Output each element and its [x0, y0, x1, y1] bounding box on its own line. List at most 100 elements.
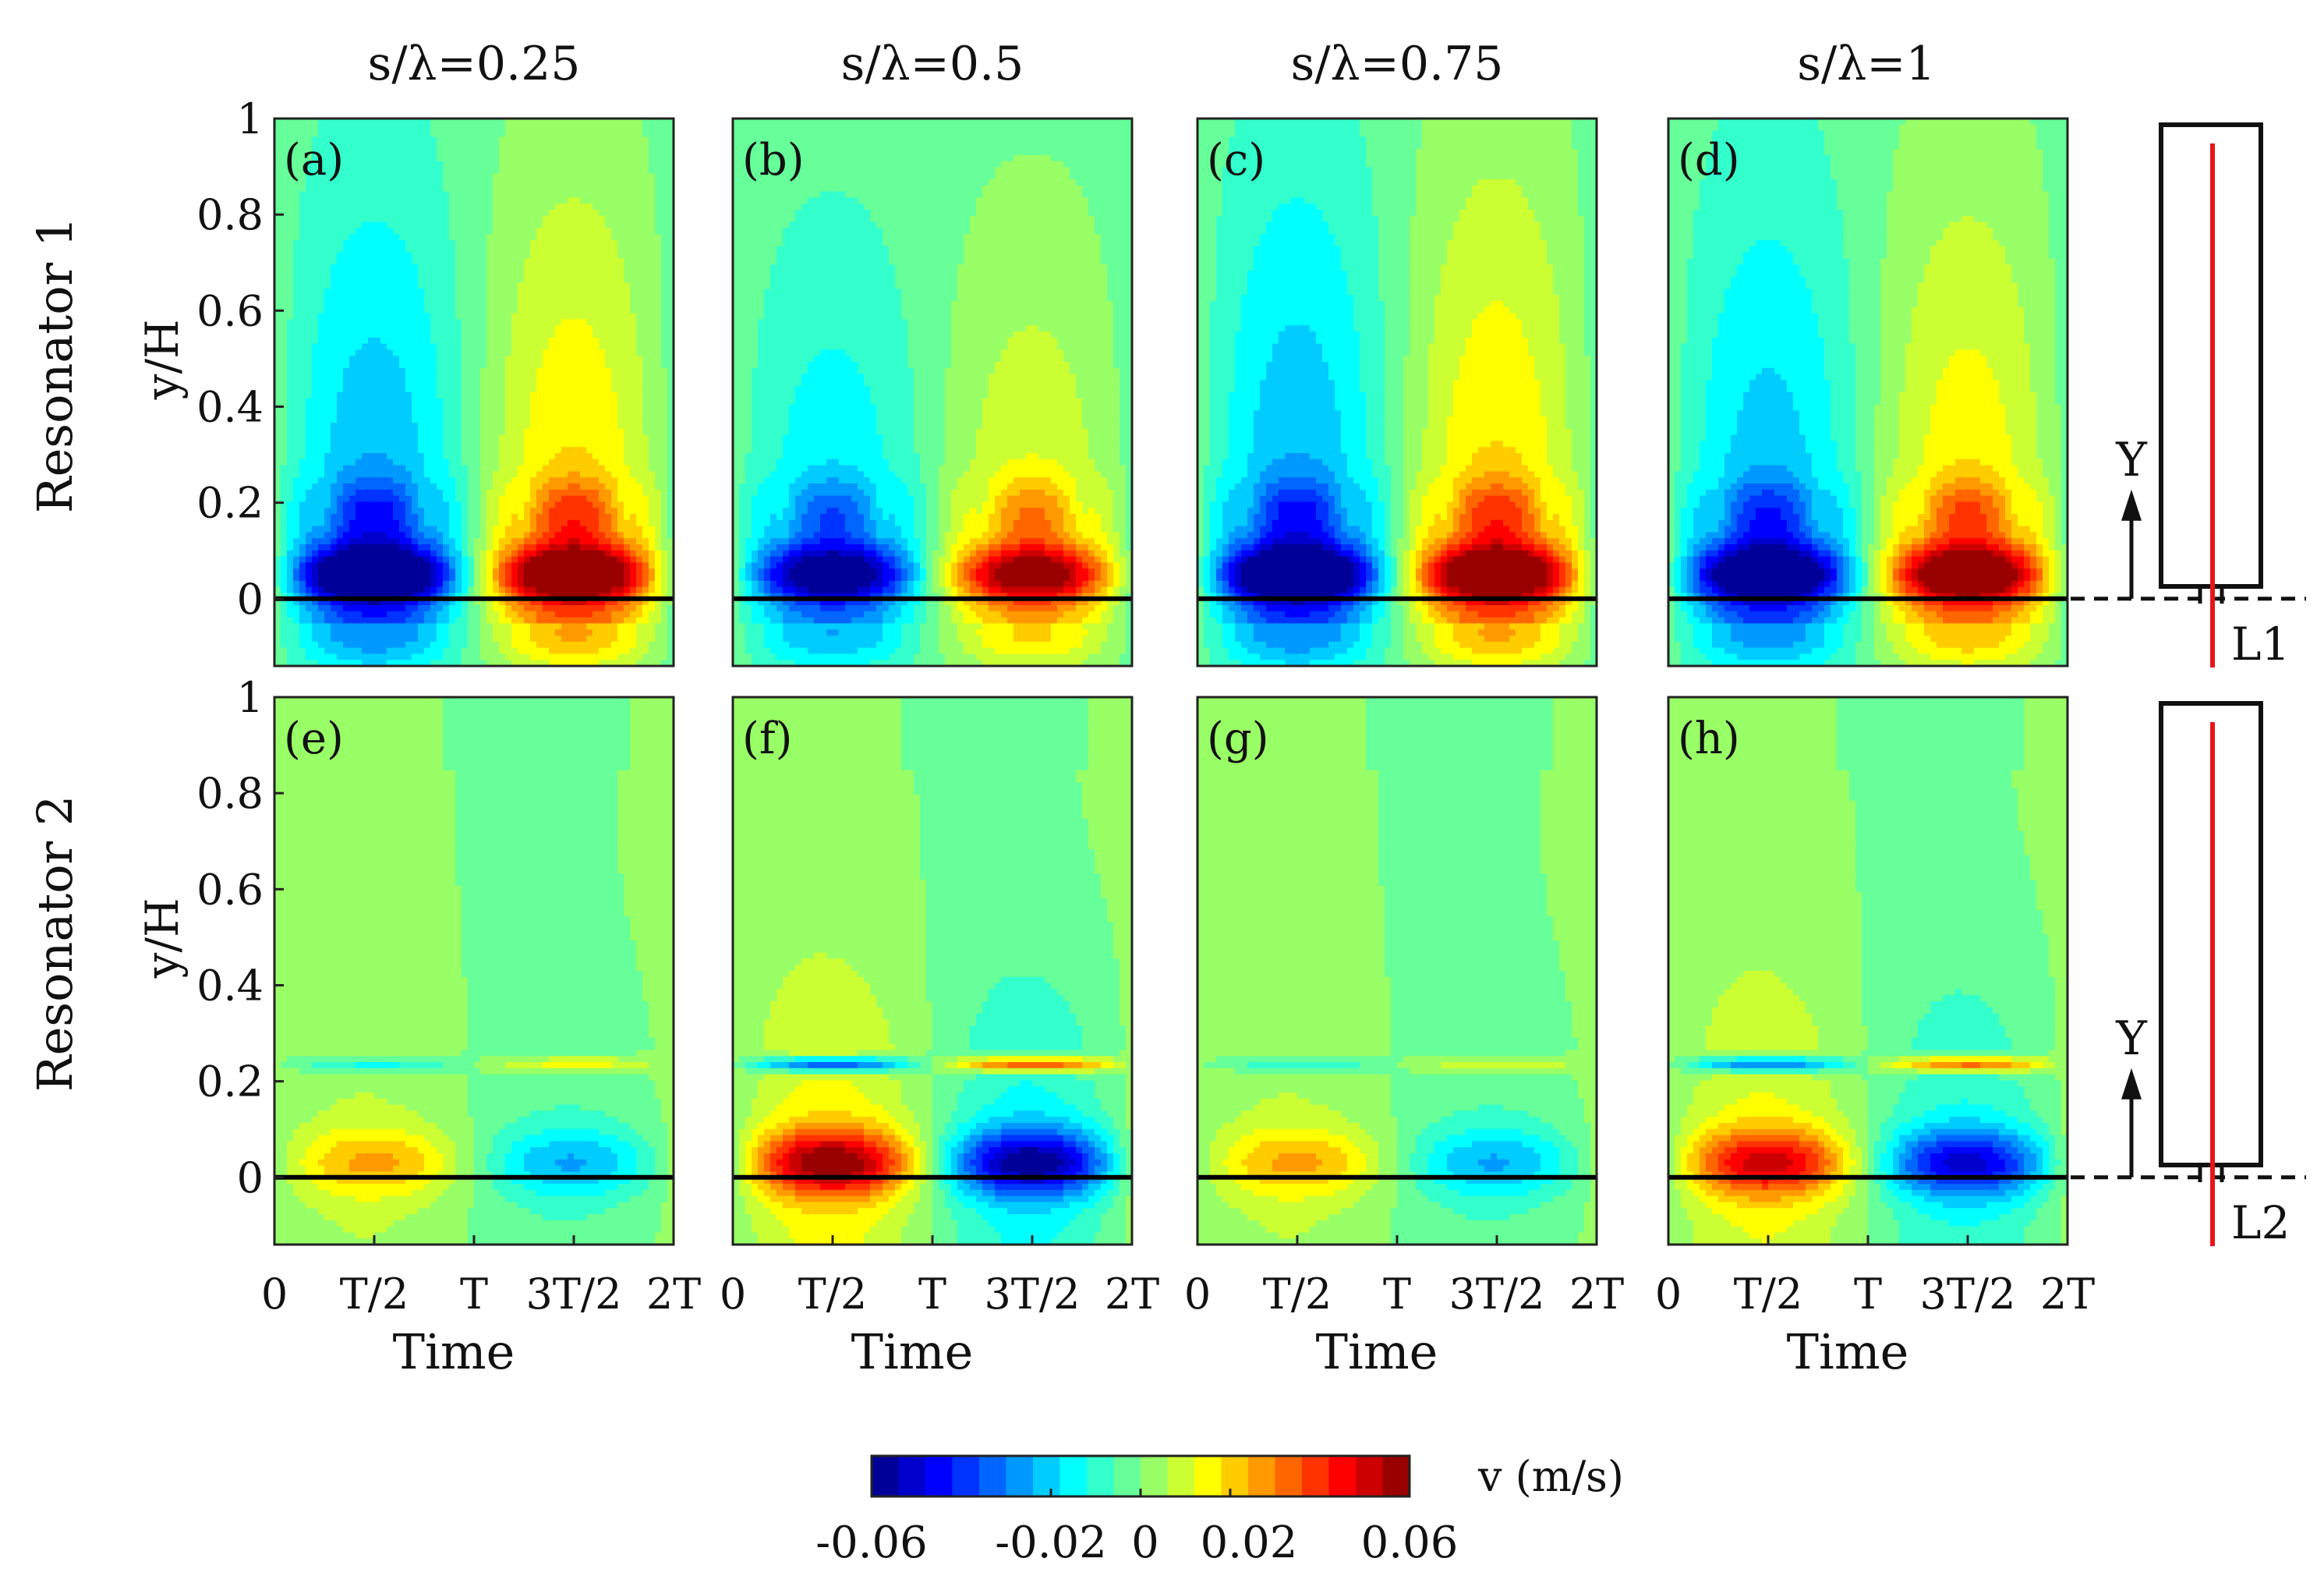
heatmap-cell [393, 617, 400, 625]
heatmap-cell [437, 653, 444, 660]
heatmap-cell [287, 636, 294, 643]
heatmap-cell [462, 252, 469, 260]
heatmap-cell [580, 629, 587, 636]
heatmap-cell [374, 544, 381, 551]
heatmap-cell [580, 575, 587, 582]
heatmap-cell [324, 161, 331, 168]
heatmap-cell [362, 593, 369, 600]
heatmap-cell [455, 441, 462, 448]
heatmap-cell [393, 538, 400, 545]
heatmap-cell [318, 617, 325, 625]
heatmap-cell [543, 629, 550, 636]
heatmap-cell [287, 434, 294, 442]
heatmap-cell [468, 331, 475, 338]
heatmap-cell [555, 179, 562, 186]
heatmap-cell [568, 580, 575, 588]
heatmap-cell [281, 149, 288, 156]
heatmap-cell [524, 617, 531, 625]
heatmap-cell [343, 575, 350, 582]
heatmap-cell [493, 508, 500, 515]
heatmap-cell [318, 197, 325, 204]
heatmap-cell [349, 331, 356, 338]
heatmap-cell [343, 495, 350, 503]
heatmap-cell [368, 501, 375, 508]
heatmap-cell [337, 197, 344, 204]
heatmap-cell [318, 191, 325, 199]
heatmap-cell [543, 301, 550, 308]
heatmap-cell [349, 191, 356, 199]
heatmap-cell [505, 130, 512, 138]
heatmap-cell [274, 221, 281, 229]
heatmap-cell [536, 337, 543, 345]
heatmap-cell [592, 544, 600, 551]
heatmap-cell [549, 550, 556, 558]
heatmap-cell [493, 167, 500, 174]
heatmap-cell [374, 519, 381, 527]
heatmap-cell [368, 519, 375, 527]
heatmap-cell [499, 447, 506, 454]
heatmap-cell [586, 276, 593, 284]
heatmap-cell [424, 367, 431, 375]
heatmap-cell [474, 276, 481, 284]
heatmap-cell [617, 179, 624, 186]
heatmap-cell [312, 282, 319, 290]
heatmap-cell [574, 483, 581, 490]
heatmap-cell [393, 185, 400, 193]
heatmap-cell [599, 367, 606, 375]
heatmap-cell [592, 416, 600, 423]
heatmap-cell [393, 221, 400, 229]
heatmap-cell [437, 568, 444, 575]
heatmap-cell [586, 331, 593, 338]
heatmap-cell [536, 374, 543, 381]
heatmap-cell [568, 611, 575, 618]
heatmap-cell [362, 636, 369, 643]
heatmap-cell [405, 410, 412, 417]
heatmap-cell [274, 191, 281, 199]
heatmap-cell [387, 167, 394, 174]
heatmap-cell [343, 179, 350, 186]
heatmap-cell [380, 434, 387, 442]
heatmap-cell [486, 526, 493, 533]
heatmap-cell [493, 221, 500, 229]
heatmap-cell [530, 356, 537, 363]
heatmap-cell [443, 149, 450, 156]
heatmap-cell [399, 374, 406, 381]
heatmap-cell [380, 313, 387, 320]
heatmap-cell [455, 544, 462, 551]
heatmap-cell [586, 215, 593, 223]
heatmap-cell [349, 428, 356, 436]
heatmap-cell [611, 362, 618, 369]
heatmap-cell [312, 580, 319, 588]
heatmap-cell [561, 495, 568, 503]
heatmap-cell [287, 562, 294, 569]
heatmap-cell [449, 356, 456, 363]
heatmap-cell [430, 362, 437, 369]
heatmap-cell [611, 325, 618, 332]
heatmap-cell [343, 191, 350, 199]
heatmap-cell [462, 575, 469, 582]
heatmap-cell [312, 337, 319, 345]
heatmap-cell [331, 185, 338, 193]
heatmap-cell [543, 271, 550, 278]
heatmap-cell [324, 331, 331, 338]
heatmap-cell [524, 544, 531, 551]
heatmap-cell [355, 367, 363, 375]
heatmap-cell [312, 295, 319, 302]
heatmap-cell [368, 532, 375, 539]
heatmap-cell [611, 136, 618, 143]
heatmap-cell [493, 306, 500, 314]
heatmap-cell [399, 562, 406, 569]
heatmap-cell [518, 161, 525, 168]
heatmap-cell [505, 343, 512, 351]
heatmap-cell [287, 374, 294, 381]
heatmap-cell [293, 519, 300, 527]
heatmap-cell [493, 374, 500, 381]
heatmap-cell [511, 252, 518, 260]
heatmap-cell [318, 489, 325, 497]
heatmap-cell [355, 617, 363, 625]
heatmap-cell [418, 519, 425, 527]
heatmap-cell [281, 404, 288, 412]
heatmap-cell [331, 459, 338, 466]
heatmap-cell [524, 154, 531, 162]
heatmap-cell [306, 221, 313, 229]
